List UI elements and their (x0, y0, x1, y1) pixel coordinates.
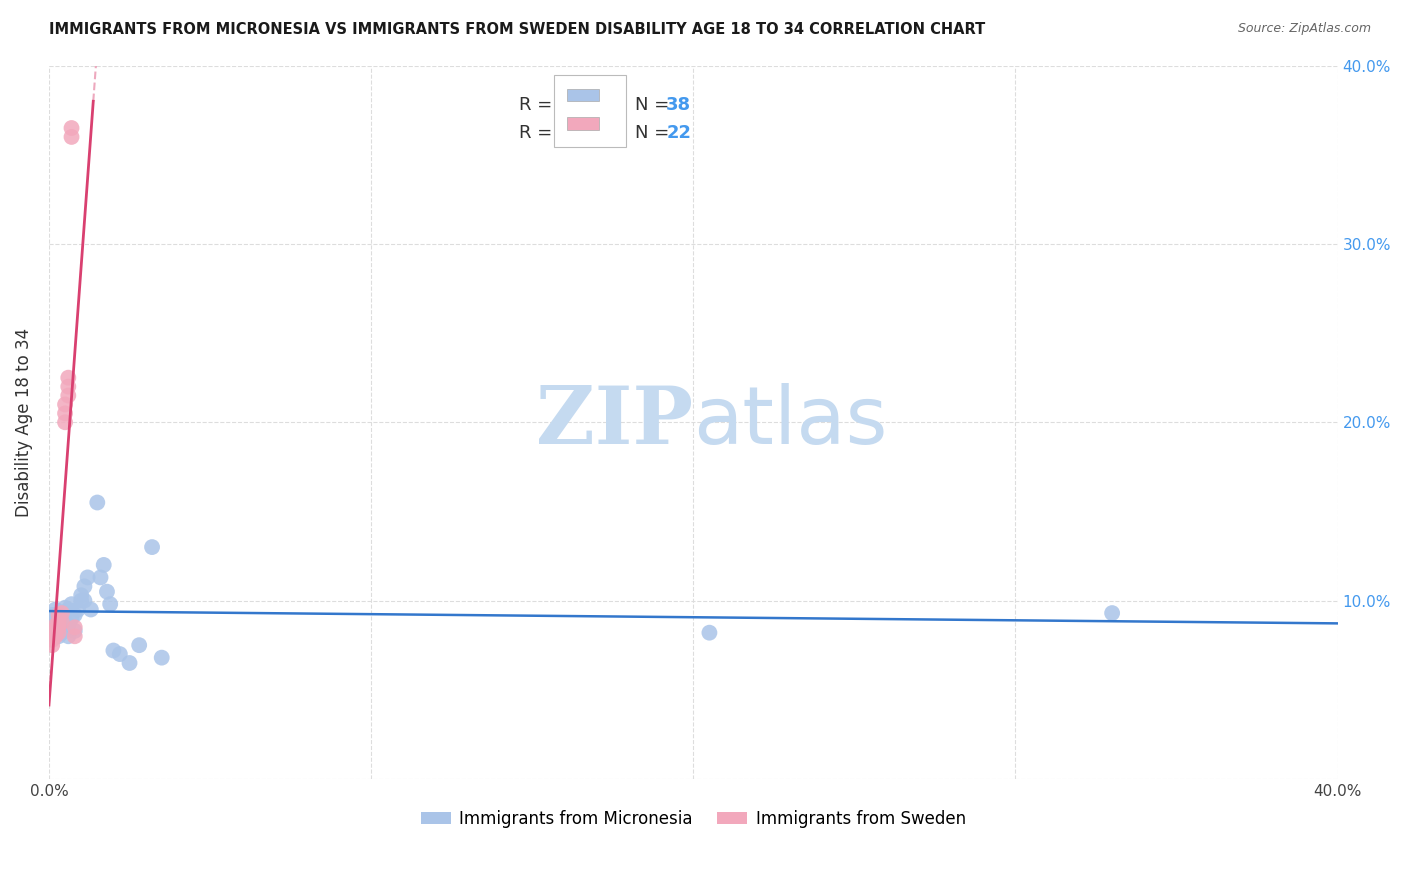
Text: atlas: atlas (693, 384, 887, 461)
Text: R =: R = (519, 124, 558, 143)
Text: R =: R = (519, 95, 558, 114)
Point (118, 656, 141, 670)
Point (48, 607, 70, 622)
Text: 22: 22 (666, 124, 692, 143)
Point (63, 620, 86, 634)
Point (58, 618, 80, 632)
Point (60, 597, 83, 611)
Y-axis label: Disability Age 18 to 34: Disability Age 18 to 34 (15, 327, 32, 516)
Point (44, 602, 66, 616)
Point (41, 638, 63, 652)
Text: Source: ZipAtlas.com: Source: ZipAtlas.com (1237, 22, 1371, 36)
Point (73, 579, 96, 593)
Point (58, 370, 80, 384)
Point (44, 625, 66, 640)
Point (53, 406, 76, 420)
Text: ZIP: ZIP (536, 384, 693, 461)
Text: N =: N = (636, 124, 675, 143)
Point (58, 388, 80, 402)
Text: IMMIGRANTS FROM MICRONESIA VS IMMIGRANTS FROM SWEDEN DISABILITY AGE 18 TO 34 COR: IMMIGRANTS FROM MICRONESIA VS IMMIGRANTS… (49, 22, 986, 37)
Point (76, 570, 98, 584)
Point (51, 615, 73, 629)
Text: 38: 38 (666, 95, 692, 114)
Point (63, 629, 86, 643)
Point (48, 629, 70, 643)
Point (48, 607, 70, 622)
Point (58, 602, 80, 616)
Point (103, 643, 125, 657)
Point (48, 625, 70, 640)
Point (53, 397, 76, 411)
Text: 0.738: 0.738 (569, 124, 627, 143)
Point (89, 570, 111, 584)
Point (128, 638, 150, 652)
Point (98, 597, 121, 611)
Point (1101, 606, 1123, 620)
Point (44, 629, 66, 643)
Point (48, 620, 70, 634)
Point (150, 650, 173, 665)
Point (96, 584, 118, 599)
Point (44, 620, 66, 634)
Point (48, 615, 70, 629)
Point (53, 415, 76, 429)
Point (141, 540, 163, 554)
Point (44, 618, 66, 632)
Point (41, 624, 63, 638)
Point (63, 624, 86, 638)
Point (58, 379, 80, 393)
Point (86, 495, 108, 509)
Point (60, 611, 83, 625)
Point (53, 615, 76, 629)
Point (48, 615, 70, 629)
Point (108, 647, 131, 661)
Text: N =: N = (636, 95, 675, 114)
Point (58, 629, 80, 643)
Point (60, 121, 83, 136)
Point (51, 611, 73, 625)
Point (63, 607, 86, 622)
Point (70, 588, 93, 602)
Point (41, 632, 63, 647)
Point (51, 625, 73, 640)
Point (41, 615, 63, 629)
Legend: Immigrants from Micronesia, Immigrants from Sweden: Immigrants from Micronesia, Immigrants f… (413, 804, 973, 835)
Text: 0.020: 0.020 (569, 95, 627, 114)
Point (70, 593, 93, 607)
Point (73, 593, 96, 607)
Point (80, 602, 103, 616)
Point (51, 606, 73, 620)
Point (66, 602, 89, 616)
Point (41, 607, 63, 622)
Point (53, 600, 76, 615)
Point (93, 558, 115, 572)
Point (699, 625, 721, 640)
Point (60, 130, 83, 145)
